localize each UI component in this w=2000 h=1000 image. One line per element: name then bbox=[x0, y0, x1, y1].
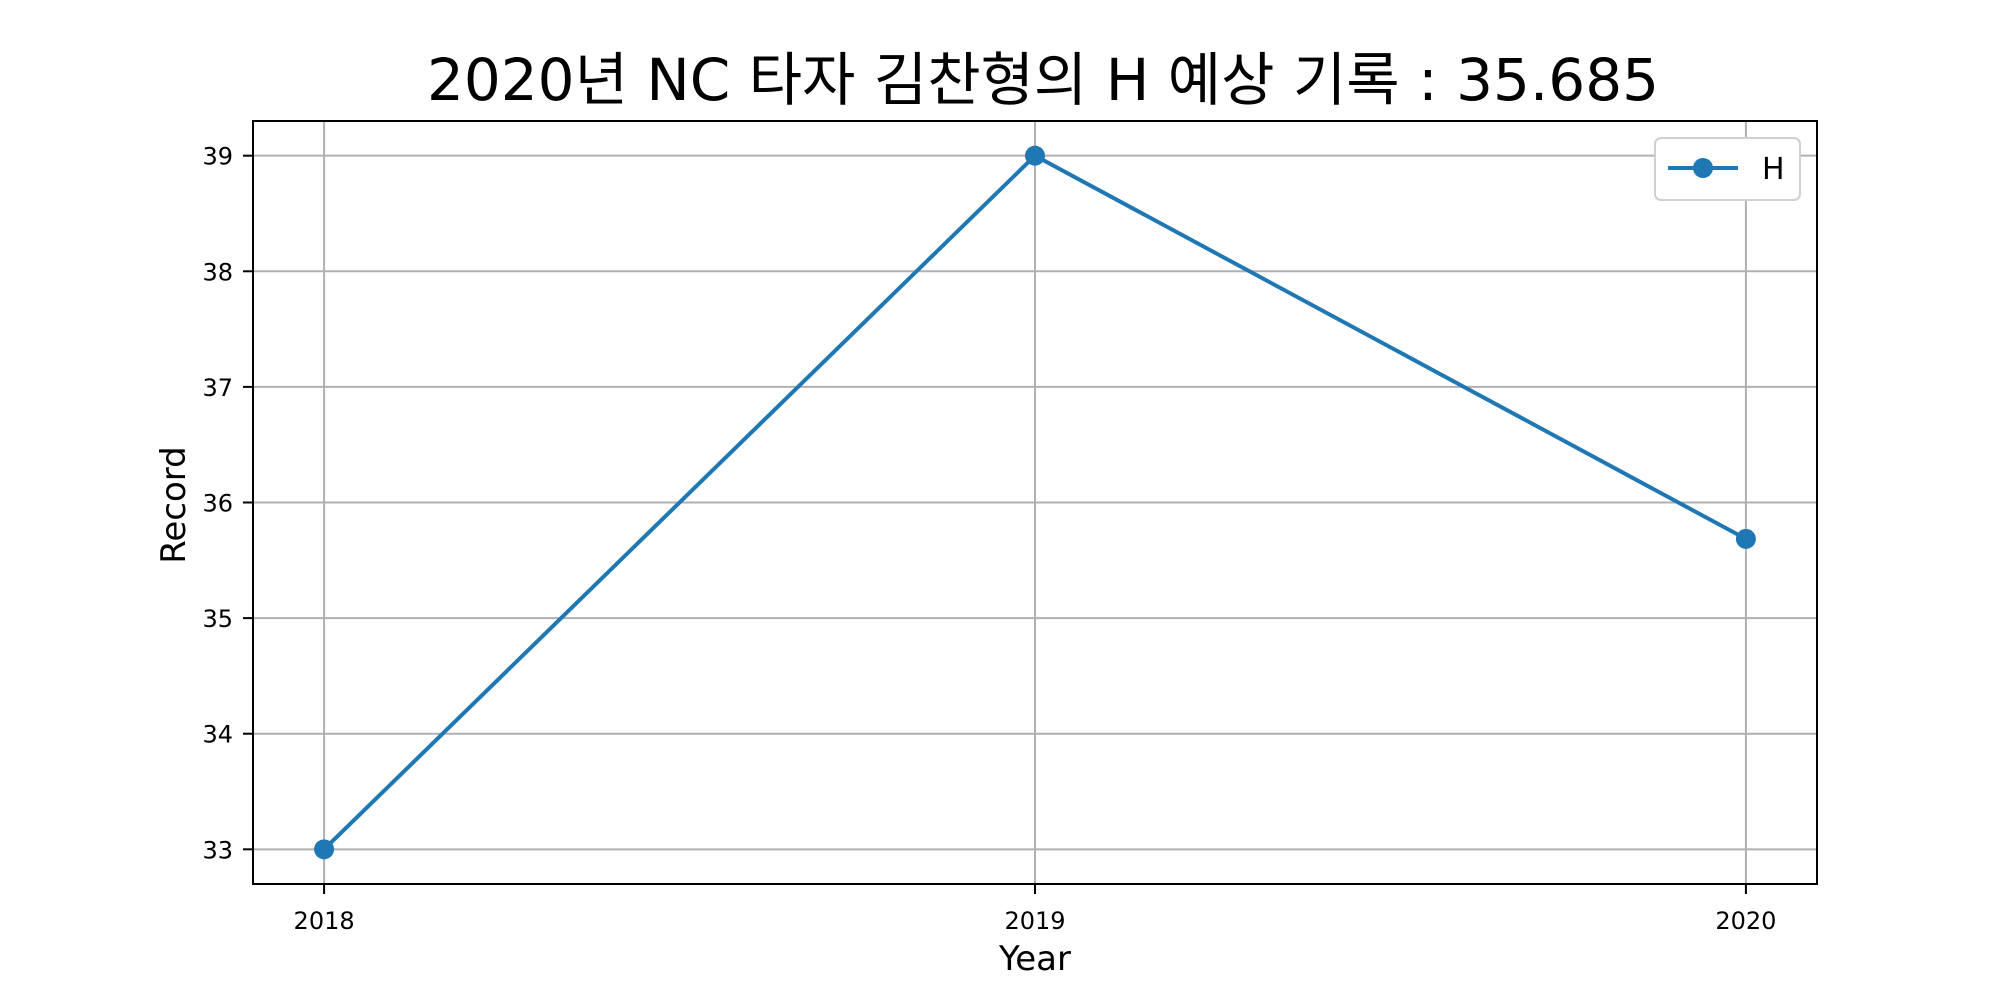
series-layer bbox=[314, 145, 1756, 860]
x-tick-label: 2020 bbox=[1715, 907, 1776, 935]
y-tick-label: 34 bbox=[202, 721, 233, 749]
grid-layer bbox=[253, 121, 1817, 884]
y-tick-label: 39 bbox=[202, 143, 233, 171]
y-tick-label: 38 bbox=[202, 258, 233, 286]
x-tick-label: 2018 bbox=[294, 907, 355, 935]
legend: H bbox=[1654, 137, 1801, 201]
data-point bbox=[1025, 145, 1045, 166]
y-axis-label: Record bbox=[154, 446, 194, 563]
y-tick-label: 36 bbox=[202, 490, 233, 518]
legend-marker bbox=[1693, 158, 1713, 178]
legend-series-label: H bbox=[1762, 152, 1785, 187]
chart-title: 2020년 NC 타자 김찬형의 H 예상 기록 : 35.685 bbox=[427, 46, 1659, 114]
data-point bbox=[314, 839, 335, 860]
y-tick-label: 35 bbox=[202, 605, 233, 633]
y-tick-label: 33 bbox=[202, 836, 233, 864]
data-point bbox=[1735, 528, 1756, 549]
y-tick-label: 37 bbox=[202, 374, 233, 402]
x-tick-label: 2019 bbox=[1004, 907, 1065, 935]
tick-layer: 2018 2019 2020 33 34 35 36 37 38 39 bbox=[202, 143, 1776, 935]
x-axis-label: Year bbox=[998, 939, 1071, 979]
